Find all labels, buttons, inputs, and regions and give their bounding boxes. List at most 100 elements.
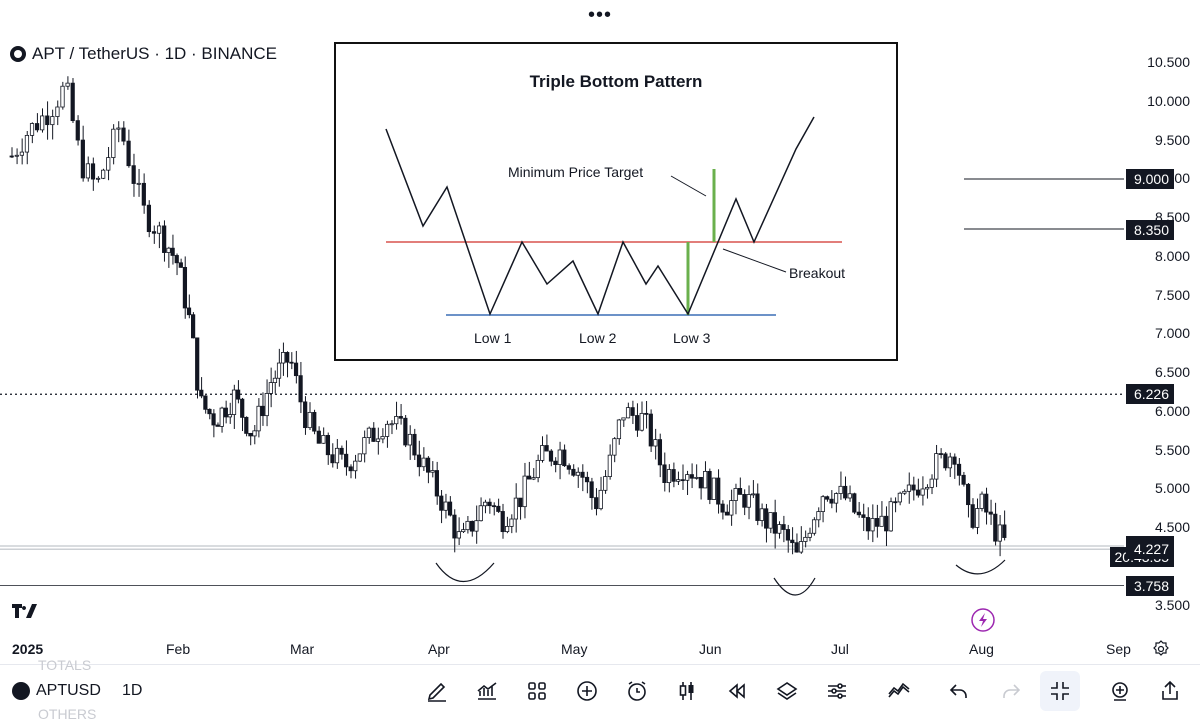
x-tick-label: Aug [969,641,994,657]
candle-body [452,514,457,539]
candle-body [264,393,269,417]
aptos-logo-icon [10,46,26,62]
candle-body [557,449,562,465]
symbol-selector[interactable]: APTUSD [12,682,101,700]
candle-body [456,531,461,539]
trend-icon[interactable] [884,676,914,706]
candle-body [389,423,394,426]
candle-body [75,120,80,141]
candles-icon[interactable] [672,676,702,706]
candle-body [65,82,70,87]
replay-icon[interactable] [722,676,752,706]
x-tick-label: Mar [290,641,315,657]
candle-body [897,492,902,503]
add-icon[interactable] [572,676,602,706]
share-icon[interactable] [1155,676,1185,706]
candle-body [630,407,635,416]
candle-body [729,500,734,516]
candle-body [215,424,220,427]
candle-body [394,416,399,425]
candle-body [236,389,241,400]
candle-body [621,417,626,421]
candle-body [439,495,444,511]
candle-body [838,485,843,494]
candle-body [298,375,303,403]
candle-body [742,494,747,508]
layouts-icon[interactable] [522,676,552,706]
candle-body [764,508,769,529]
candle-body [680,479,685,482]
candle-body [966,483,971,506]
candle-body [353,460,358,472]
candle-body [513,497,518,520]
target-pointer [670,175,707,197]
candle-body [975,508,980,528]
candle-body [847,493,852,499]
candle-body [285,352,290,363]
candle-body [794,542,799,553]
candle-body [548,450,554,462]
candle-body [777,524,782,534]
interval-selector[interactable]: 1D [122,682,143,699]
candle-body [403,417,408,446]
candle-body [820,496,825,513]
candle-body [500,511,505,533]
lightning-icon [971,608,995,632]
indicators-icon[interactable] [472,676,502,706]
candle-body [416,454,422,468]
symbol-header[interactable]: APT / TetherUS · 1D · BINANCE [10,44,277,64]
x-tick-label: Jul [831,641,849,657]
ghost-symbol-bottom: OTHERS [38,706,97,722]
candle-body [589,481,594,499]
candle-body [893,501,898,504]
pencil-icon[interactable] [422,676,452,706]
candle-body [952,456,957,465]
layers-icon[interactable] [772,676,802,706]
candle-body [785,529,791,541]
candle-body [362,437,367,455]
candle-body [544,445,549,452]
redo-icon[interactable] [996,676,1026,706]
price-chart[interactable] [0,0,1200,664]
alert-icon[interactable] [622,676,652,706]
undo-icon[interactable] [944,676,974,706]
candle-body [865,517,871,532]
candle-body [231,389,237,415]
candle-body [289,361,294,364]
candle-body [371,427,376,442]
candle-body [121,127,126,142]
crosshair-icon[interactable] [1105,676,1135,706]
candle-body [330,454,335,464]
candle-body [518,497,523,508]
candle-body [325,435,331,456]
candle-body [575,471,581,476]
candle-body [95,177,101,180]
candle-body [375,438,381,442]
candle-body [737,488,743,495]
candle-body [474,520,479,532]
settings-gear-icon[interactable] [1152,640,1170,663]
candle-body [487,501,492,507]
bottom-arc-3 [955,559,1006,575]
x-tick-label: May [561,641,588,657]
tradingview-logo-icon[interactable] [12,602,44,623]
more-options-icon[interactable]: ••• [588,4,613,26]
candle-body [961,474,966,485]
candle-body [268,382,273,394]
candle-body [984,493,989,513]
bottom-arc-2 [773,577,816,596]
collapse-icon[interactable] [1040,671,1080,711]
candle-body [491,505,497,508]
candle-body [240,398,245,418]
pattern-path [385,116,815,317]
candle-body [993,513,998,542]
candle-body [540,445,545,461]
y-tick-label: 5.500 [1154,441,1190,458]
candle-body [724,511,730,516]
settings-icon[interactable] [822,676,852,706]
candle-body [666,469,672,483]
candle-body [988,511,993,515]
candle-body [256,405,261,432]
x-tick-label: 2025 [12,641,44,657]
candle-body [879,515,884,527]
